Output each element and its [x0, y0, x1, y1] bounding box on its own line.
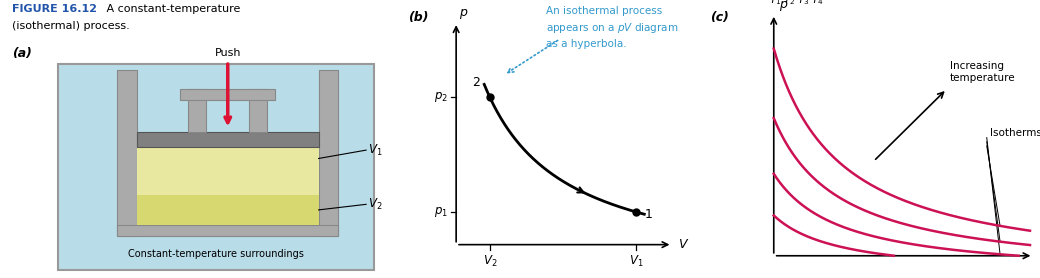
Polygon shape [118, 70, 137, 236]
Text: $V_2$: $V_2$ [368, 197, 383, 212]
Text: $p_1$: $p_1$ [434, 205, 448, 219]
Text: $T_4$: $T_4$ [811, 0, 824, 7]
Polygon shape [250, 89, 267, 132]
Polygon shape [118, 225, 338, 236]
Text: $p$: $p$ [459, 7, 468, 21]
Polygon shape [137, 147, 318, 195]
Text: A constant-temperature: A constant-temperature [103, 4, 240, 14]
Text: 1: 1 [645, 208, 652, 221]
Text: (c): (c) [710, 11, 729, 24]
Text: (b): (b) [409, 11, 428, 24]
Text: 2: 2 [472, 76, 479, 89]
Text: $V$: $V$ [678, 238, 690, 251]
Polygon shape [137, 195, 318, 225]
Text: FIGURE 16.12: FIGURE 16.12 [12, 4, 98, 14]
Text: (a): (a) [12, 47, 32, 60]
Polygon shape [318, 70, 338, 236]
Text: Constant-temperature surroundings: Constant-temperature surroundings [128, 249, 304, 259]
Polygon shape [58, 64, 374, 270]
Text: $p_2$: $p_2$ [434, 90, 448, 104]
Text: $T_3$: $T_3$ [798, 0, 809, 7]
Text: Isotherms: Isotherms [990, 128, 1040, 138]
Polygon shape [137, 132, 318, 147]
Text: $T_2$: $T_2$ [783, 0, 796, 7]
Text: Increasing
temperature: Increasing temperature [951, 61, 1016, 83]
Text: $V_2$: $V_2$ [483, 254, 497, 269]
Polygon shape [188, 89, 206, 132]
Text: Push: Push [214, 48, 241, 58]
Text: An isothermal process
appears on a $pV$ diagram
as a hyperbola.: An isothermal process appears on a $pV$ … [546, 6, 678, 49]
Text: $p$: $p$ [779, 0, 788, 13]
Text: $V_1$: $V_1$ [368, 143, 383, 158]
Text: $T_1$: $T_1$ [770, 0, 782, 7]
Text: (isothermal) process.: (isothermal) process. [12, 21, 130, 31]
Text: $V_1$: $V_1$ [628, 254, 643, 269]
Polygon shape [180, 89, 276, 100]
